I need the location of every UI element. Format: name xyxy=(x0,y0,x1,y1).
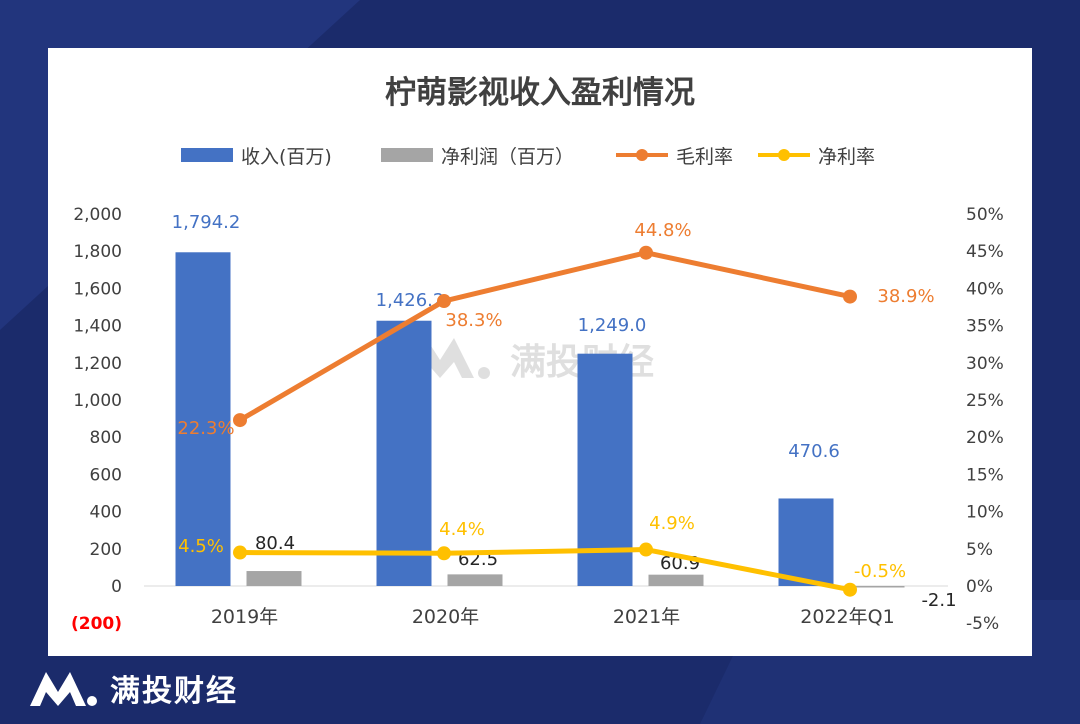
net-profit-bar xyxy=(447,574,503,586)
y-left-tick: 1,600 xyxy=(73,279,122,299)
y-right-tick: 50% xyxy=(966,205,1004,225)
y-right-tick: 10% xyxy=(966,503,1004,523)
chart-title: 柠萌影视收入盈利情况 xyxy=(385,75,695,111)
legend-label-3: 净利率 xyxy=(818,146,875,168)
net-profit-data-label: -2.1 xyxy=(921,590,956,611)
net-profit-bar xyxy=(648,574,704,586)
gross-margin-point xyxy=(639,245,653,260)
y-left-tick: 400 xyxy=(90,503,122,523)
y-left-tick: 1,800 xyxy=(73,242,122,262)
x-tick-label: 2021年 xyxy=(613,606,680,628)
y-left-tick: 200 xyxy=(90,540,122,560)
chart-panel: 柠萌影视收入盈利情况收入(百万)净利润（百万）毛利率净利率满投财经(200)02… xyxy=(48,48,1032,656)
net-margin-point xyxy=(843,582,857,597)
net-profit-bar xyxy=(246,571,302,586)
y-right-tick: 35% xyxy=(966,317,1004,337)
y-left-tick: 0 xyxy=(111,577,122,597)
chart: 柠萌影视收入盈利情况收入(百万)净利润（百万）毛利率净利率满投财经(200)02… xyxy=(71,75,1004,634)
gross-margin-data-label: 38.9% xyxy=(877,286,934,307)
revenue-bar xyxy=(577,353,633,586)
net-margin-data-label: -0.5% xyxy=(854,561,906,582)
y-right-tick: 25% xyxy=(966,391,1004,411)
legend-label-1: 净利润（百万） xyxy=(441,146,574,168)
y-right-tick: 20% xyxy=(966,428,1004,448)
revenue-bar xyxy=(175,252,231,586)
net-margin-data-label: 4.4% xyxy=(439,519,485,540)
revenue-bar xyxy=(376,320,432,586)
x-tick-label: 2019年 xyxy=(211,606,278,628)
watermark-logo-dot xyxy=(478,367,490,379)
brand-footer: 满投财经 xyxy=(28,666,238,710)
y-left-tick: 1,000 xyxy=(73,391,122,411)
gross-margin-point xyxy=(233,413,247,428)
y-right-tick: -5% xyxy=(966,614,999,634)
revenue-data-label: 1,794.2 xyxy=(172,212,241,233)
gross-margin-data-label: 38.3% xyxy=(445,310,502,331)
x-tick-label: 2022年Q1 xyxy=(800,606,894,628)
legend-label-0: 收入(百万) xyxy=(241,146,332,168)
gross-margin-point xyxy=(843,289,857,304)
x-tick-label: 2020年 xyxy=(412,606,479,628)
y-right-tick: 5% xyxy=(966,540,993,560)
gross-margin-point xyxy=(437,294,451,309)
net-margin-data-label: 4.5% xyxy=(178,536,224,557)
net-profit-data-label: 80.4 xyxy=(255,533,295,554)
legend-marker-2 xyxy=(636,149,648,161)
legend-label-2: 毛利率 xyxy=(676,146,733,168)
legend-swatch-1 xyxy=(381,148,433,162)
gross-margin-data-label: 44.8% xyxy=(634,220,691,241)
revenue-data-label: 470.6 xyxy=(788,441,840,462)
net-margin-data-label: 4.9% xyxy=(649,513,695,534)
legend-swatch-0 xyxy=(181,148,233,162)
y-left-tick: 600 xyxy=(90,465,122,485)
legend-marker-3 xyxy=(778,149,790,161)
y-left-tick: (200) xyxy=(71,614,122,634)
gross-margin-line xyxy=(238,250,851,423)
net-margin-line xyxy=(239,547,851,593)
y-left-tick: 1,200 xyxy=(73,354,122,374)
net-margin-point xyxy=(639,542,653,557)
brand-logo-icon xyxy=(30,672,97,706)
revenue-data-label: 1,249.0 xyxy=(578,315,647,336)
net-margin-point xyxy=(437,546,451,561)
brand-name: 满投财经 xyxy=(110,674,238,709)
net-profit-bar xyxy=(849,586,905,588)
y-left-tick: 2,000 xyxy=(73,205,122,225)
y-left-tick: 1,400 xyxy=(73,317,122,337)
y-right-tick: 15% xyxy=(966,465,1004,485)
y-right-tick: 40% xyxy=(966,279,1004,299)
y-right-tick: 45% xyxy=(966,242,1004,262)
revenue-data-label: 1,426.2 xyxy=(376,290,445,311)
y-right-tick: 0% xyxy=(966,577,993,597)
revenue-bar xyxy=(778,498,834,586)
net-margin-point xyxy=(233,545,247,560)
gross-margin-data-label: 22.3% xyxy=(177,418,234,439)
y-left-tick: 800 xyxy=(90,428,122,448)
y-right-tick: 30% xyxy=(966,354,1004,374)
